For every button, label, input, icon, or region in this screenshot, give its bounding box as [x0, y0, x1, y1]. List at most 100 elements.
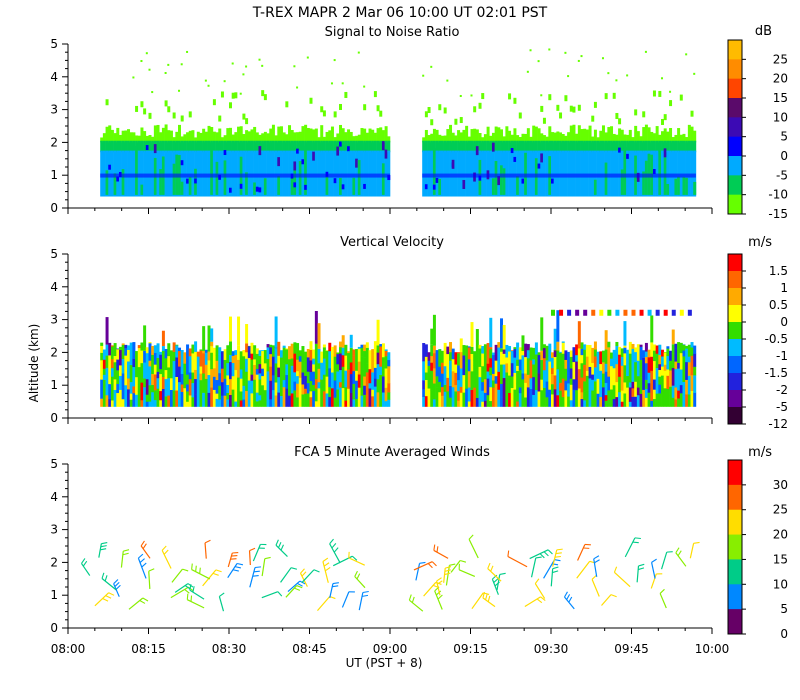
snr-cell: [642, 140, 646, 153]
vv-cell: [432, 399, 436, 407]
vv-cell: [561, 353, 565, 369]
vv-cell: [320, 351, 324, 363]
vv-cell: [513, 389, 517, 407]
snr-cell: [451, 140, 455, 153]
vv-cell: [336, 352, 340, 355]
vv-cell: [132, 342, 136, 359]
snr-cell: [384, 149, 389, 159]
snr-cell: [239, 183, 243, 189]
vv-cell: [647, 392, 651, 407]
vv-cell: [379, 352, 383, 367]
snr-cell: [333, 178, 337, 184]
vv-cell: [207, 352, 211, 361]
snr-cell: [237, 126, 241, 143]
snr-cell: [556, 140, 560, 153]
snr-cell: [304, 145, 308, 195]
vv-cell: [320, 362, 324, 380]
wind-barb: [552, 549, 558, 567]
vv-cell: [569, 368, 573, 379]
vv-cell: [352, 349, 356, 356]
vv-cell: [328, 386, 332, 398]
vv-cell: [314, 378, 318, 389]
vv-cell: [274, 395, 278, 407]
vv-cell: [435, 350, 439, 362]
snr-cell: [258, 134, 262, 143]
wind-barb-flag: [482, 591, 486, 598]
snr-cell: [116, 140, 120, 153]
snr-cell: [432, 148, 436, 195]
vv-cell: [583, 391, 587, 401]
snr-cell: [658, 140, 662, 153]
vv-cell: [422, 343, 426, 362]
vv-cell: [542, 369, 546, 388]
snr-cell: [210, 140, 214, 153]
vv-cell: [384, 400, 388, 407]
snr-cell: [245, 140, 249, 153]
y-tick-label: 3: [50, 103, 58, 117]
snr-cell: [285, 140, 289, 153]
snr-cell: [494, 161, 498, 195]
vv-cell: [347, 369, 351, 389]
wind-barb: [317, 596, 331, 612]
vv-cell: [242, 355, 246, 362]
vv-cell: [194, 341, 198, 352]
snr-cell: [175, 140, 179, 153]
vv-cell: [247, 393, 251, 407]
snr-cell: [322, 140, 326, 153]
snr-cell: [690, 110, 694, 117]
snr-cell: [618, 128, 622, 143]
wind-barb: [624, 537, 636, 558]
snr-cell: [212, 99, 216, 106]
wind-barb: [261, 591, 279, 599]
snr-cell: [207, 125, 211, 143]
vv-cell: [516, 401, 520, 407]
snr-cell: [108, 164, 112, 170]
vv-cell: [140, 342, 144, 351]
colorbar-label: 0: [780, 627, 788, 641]
vv-cell: [352, 399, 356, 407]
vv-cell: [478, 366, 482, 378]
vv-cell: [266, 371, 270, 391]
vv-cell: [298, 355, 302, 362]
vv-cell: [607, 390, 611, 407]
vv-cell: [430, 355, 434, 363]
vv-cell: [376, 352, 380, 365]
snr-cell: [438, 140, 442, 153]
vv-cell: [502, 349, 506, 354]
vv-cell: [510, 387, 514, 407]
vv-cell: [215, 393, 219, 399]
snr-cell: [591, 136, 595, 143]
vv-cell: [615, 396, 619, 407]
x-tick-label: 09:15: [453, 642, 488, 656]
snr-cell: [435, 140, 439, 153]
vv-cell: [288, 346, 292, 360]
vv-cell: [159, 368, 163, 375]
snr-cell: [242, 140, 246, 153]
snr-cell: [569, 105, 573, 112]
vv-cell: [559, 390, 563, 407]
snr-cell: [591, 115, 595, 122]
vv-cell: [341, 347, 345, 356]
vv-cell: [376, 392, 380, 407]
colorbar-label: -0.5: [765, 332, 788, 346]
wind-barb-flag: [613, 566, 618, 573]
snr-cell: [320, 125, 324, 143]
vv-cell: [618, 346, 622, 355]
snr-cell: [143, 140, 147, 153]
vv-cell: [475, 345, 479, 358]
vv-cell: [341, 335, 345, 348]
snr-cell: [449, 140, 453, 153]
vv-cell: [245, 358, 249, 372]
vv-cell: [373, 397, 377, 407]
vv-cell: [339, 369, 342, 383]
wind-barb: [341, 591, 350, 608]
snr-cell: [615, 140, 619, 153]
vv-cell: [194, 351, 198, 370]
vv-cell: [255, 401, 259, 407]
wind-barb-flag: [81, 558, 86, 564]
vv-cell: [363, 350, 367, 358]
vv-cell: [156, 377, 160, 389]
vv-cell: [325, 393, 329, 407]
vv-cell: [548, 343, 552, 347]
